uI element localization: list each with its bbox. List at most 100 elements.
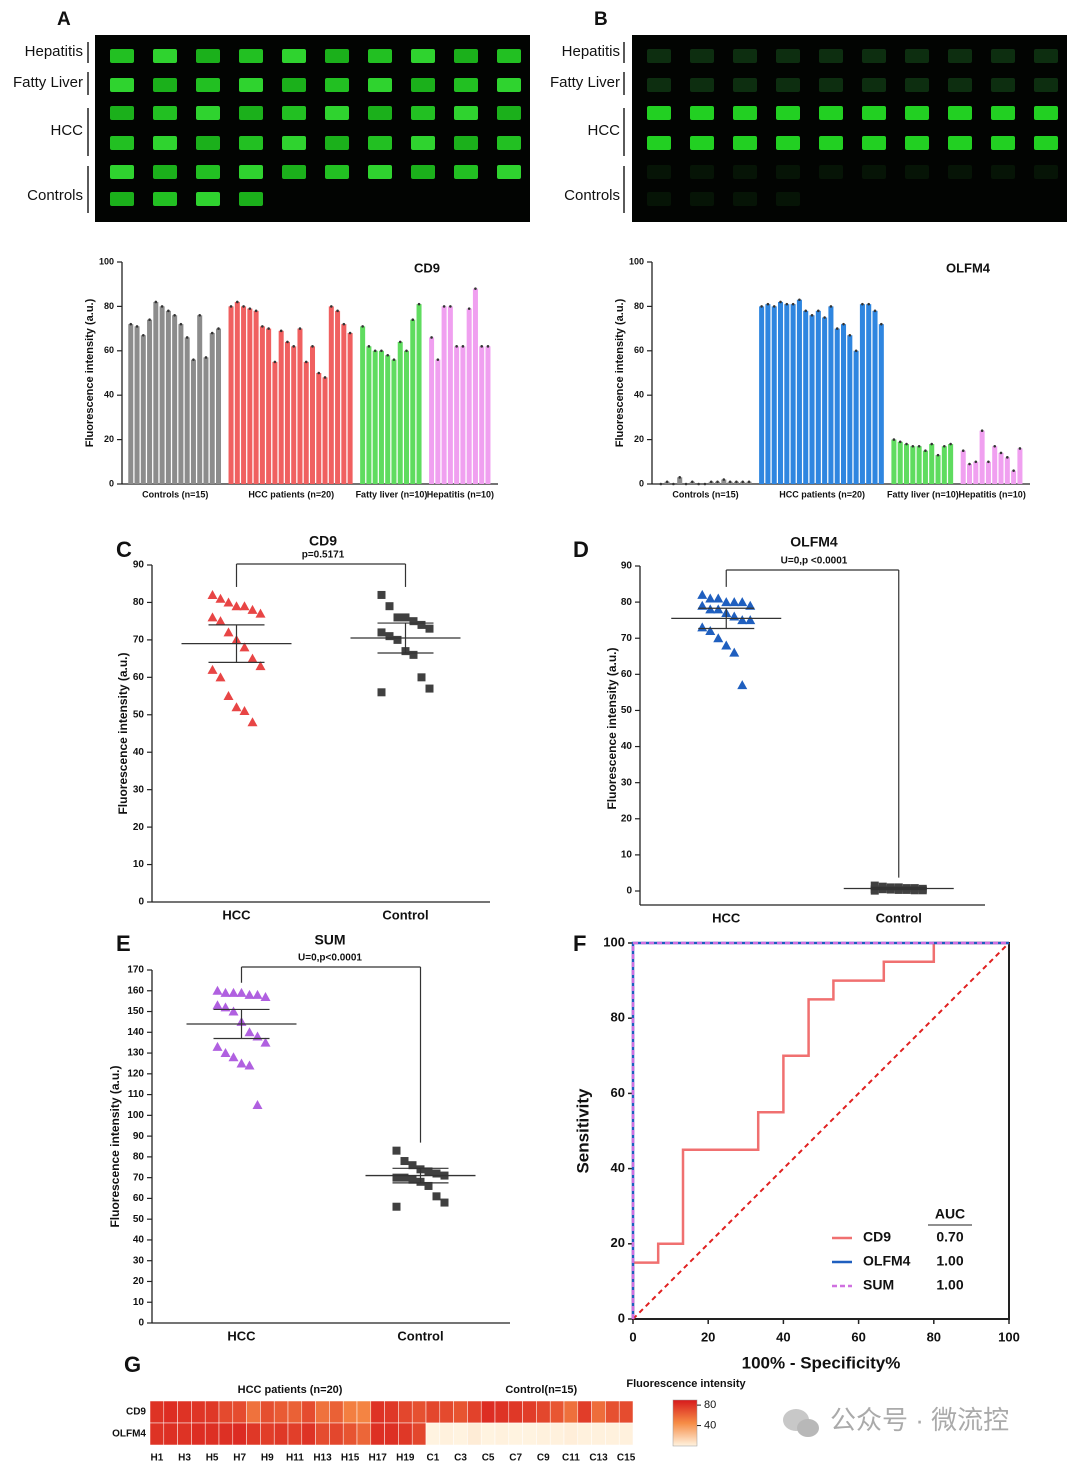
y-tick-label: 80 [621, 597, 633, 608]
blot-spot [153, 192, 177, 206]
bar [916, 446, 922, 484]
bar-dot [254, 309, 258, 313]
bar [416, 304, 422, 484]
blot-spot [647, 106, 671, 120]
heat-cell [467, 1400, 482, 1424]
heat-cell [425, 1400, 441, 1424]
y-tick-label: 60 [133, 672, 145, 683]
bar [878, 324, 884, 484]
heat-cell [398, 1400, 413, 1424]
blot-spot [1034, 136, 1058, 150]
blot-spot [282, 78, 306, 92]
bar [834, 328, 840, 484]
point [737, 615, 748, 625]
group-label: Fatty liver (n=10) [887, 489, 959, 499]
blot-spot [325, 136, 349, 150]
bar-dot [735, 480, 738, 484]
group-label: HCC patients (n=20) [779, 489, 865, 499]
point [417, 620, 426, 629]
x-tick-label: 100 [998, 1329, 1020, 1344]
bar [841, 324, 847, 484]
heat-cell [232, 1400, 247, 1424]
blot-spot [948, 165, 972, 179]
bar-dot [741, 480, 745, 484]
point [385, 602, 394, 611]
bar-dot [179, 322, 183, 326]
bar [347, 333, 353, 484]
blot-spot [991, 49, 1015, 63]
bar-dot [873, 309, 877, 313]
bar-dot [474, 287, 477, 290]
bar-dot [229, 305, 233, 308]
y-tick-label: 0 [626, 886, 632, 897]
bar [796, 299, 802, 484]
bar [297, 328, 303, 484]
blot-spot [733, 136, 757, 150]
heat-cell [605, 1422, 620, 1446]
y-tick-label: 0 [639, 478, 644, 488]
bar-dot [817, 309, 820, 313]
bar [866, 304, 872, 484]
bar [872, 310, 878, 484]
point [239, 706, 250, 716]
bar-dot [709, 480, 713, 484]
bar-dot [430, 336, 433, 339]
point [223, 597, 234, 607]
bar [454, 346, 460, 484]
blot-row-label: Fatty Liver [550, 74, 620, 91]
bar [847, 335, 853, 484]
watermark-icon [783, 1409, 819, 1437]
heat-cell [577, 1400, 592, 1424]
y-tick-label: 80 [133, 597, 145, 608]
blot-spot [153, 49, 177, 63]
blot-spot [497, 49, 521, 63]
group-label: Controls (n=15) [672, 489, 738, 499]
heat-cell [453, 1422, 468, 1446]
bar-dot [279, 329, 283, 333]
bar-dot [210, 331, 214, 335]
y-tick-label: 40 [621, 741, 633, 752]
bar-dot [823, 316, 826, 319]
heat-cell [177, 1400, 192, 1424]
bar [128, 324, 134, 484]
bar-dot [722, 478, 726, 481]
heat-cell [342, 1422, 358, 1446]
blot-spot [239, 192, 263, 206]
bar-dot [323, 376, 327, 379]
bar-dot [261, 325, 264, 328]
bar [985, 461, 991, 484]
bar [677, 477, 683, 484]
bar-dot [185, 336, 189, 339]
heat-cell [480, 1400, 496, 1424]
group-label: HCC patients (n=20) [238, 1384, 343, 1396]
point [212, 985, 223, 995]
blot-spot [905, 106, 929, 120]
bar [197, 315, 203, 484]
blot-spot [690, 136, 714, 150]
bar-dot [697, 482, 700, 486]
blot-spot [454, 136, 478, 150]
blot-spot [282, 136, 306, 150]
blot-spot [1034, 78, 1058, 92]
column-label: C9 [537, 1453, 550, 1464]
bar-dot [242, 305, 245, 308]
bar [759, 306, 765, 484]
bar-dot [930, 442, 934, 446]
bar-dot [405, 349, 408, 353]
bar [998, 452, 1004, 484]
bar [466, 308, 472, 484]
y-tick-label: 140 [127, 1027, 144, 1038]
blot-spot [647, 192, 671, 206]
bar [378, 350, 384, 484]
heat-cell [301, 1400, 316, 1424]
bar-dot [905, 442, 908, 446]
y-tick-label: 40 [104, 390, 114, 400]
blot-spot [647, 136, 671, 150]
y-tick-label: 20 [133, 1276, 145, 1287]
bar-dot [273, 360, 277, 364]
bar-dot [716, 480, 719, 484]
heat-cell [149, 1422, 165, 1446]
heat-cell [246, 1400, 261, 1424]
bar-dot [217, 327, 220, 330]
bar-dot [760, 305, 763, 308]
